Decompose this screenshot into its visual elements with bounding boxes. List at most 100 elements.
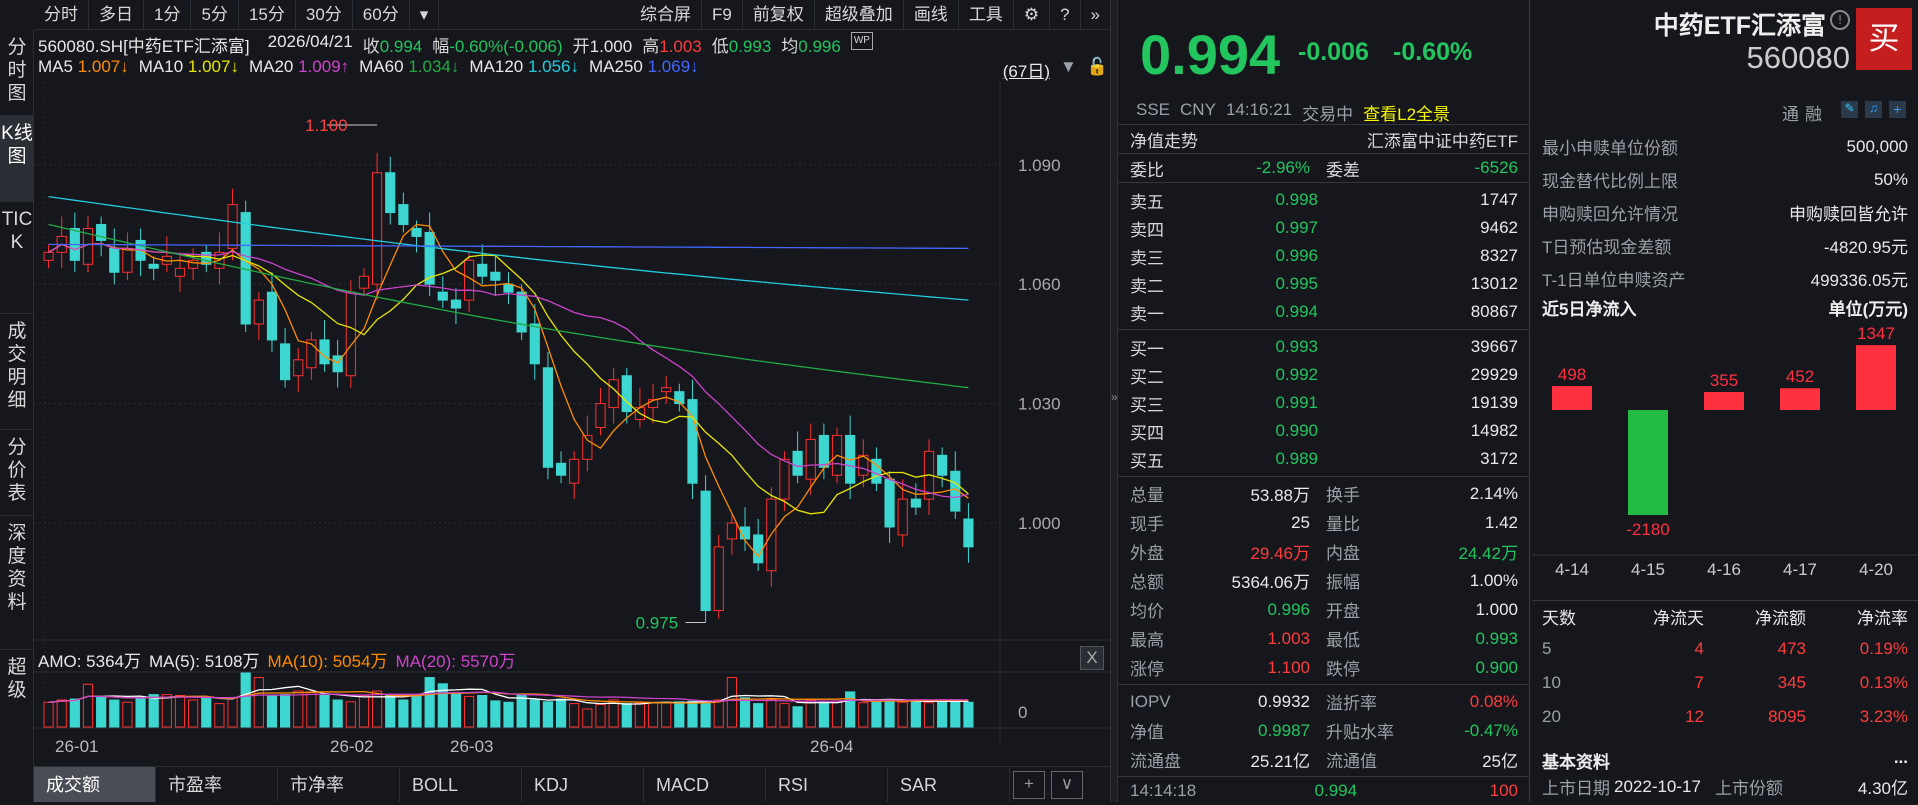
dropdown-icon[interactable]: ∨ [1051, 771, 1083, 799]
triangle-down-icon[interactable]: ▼ [1060, 57, 1077, 76]
tool-button[interactable]: 超级叠加 [815, 0, 904, 30]
inflow-value: -2180 [1626, 520, 1669, 539]
flow-header-cell: 净流天 [1653, 609, 1704, 628]
volume-bar [858, 702, 869, 728]
range-selector[interactable]: (67日) [1002, 62, 1050, 81]
left-tab-tick[interactable]: TICK [0, 202, 34, 314]
volume-bar [332, 699, 343, 728]
weibi-row: 委比 -2.96% 委差 -6526 [1118, 153, 1530, 182]
l2-link[interactable]: 查看L2全景 [1363, 105, 1451, 124]
left-tab-trades[interactable]: 成交明细 [0, 314, 34, 430]
bell-icon[interactable]: ♫ [1865, 101, 1882, 118]
inflow-date: 4-20 [1859, 560, 1893, 579]
flow-cell: 3.23% [1859, 707, 1908, 726]
ma-value: 1.056↓ [527, 57, 580, 76]
left-tab-timeshare[interactable]: 分时图 [0, 30, 34, 116]
stat-label: 总额 [1130, 573, 1164, 592]
period-tab[interactable]: 1分 [144, 0, 192, 30]
close-indicator-icon[interactable]: X [1080, 646, 1104, 670]
tool-button[interactable]: 工具 [959, 0, 1014, 30]
book-row[interactable]: 卖四 0.997 9462 [1118, 214, 1530, 242]
period-tab[interactable]: 分时 [34, 0, 89, 30]
period-tab[interactable]: 15分 [239, 0, 296, 30]
volume-bar [437, 683, 448, 728]
indicator-tab[interactable]: 市净率 [278, 767, 400, 802]
tool-button[interactable]: 画线 [904, 0, 959, 30]
left-tab-kline[interactable]: K线图 [0, 116, 34, 202]
help-icon[interactable]: ? [1050, 0, 1081, 30]
lock-icon[interactable]: 🔓 [1086, 57, 1108, 76]
candle-body [411, 227, 422, 237]
indicator-tab[interactable]: SAR [888, 767, 1010, 802]
indicator-tab[interactable]: RSI [766, 767, 888, 802]
indicator-tab[interactable]: MACD [644, 767, 766, 802]
add-indicator-icon[interactable]: + [1013, 771, 1045, 799]
period-tab[interactable]: 30分 [296, 0, 353, 30]
volume-bar [608, 699, 619, 728]
buy-button[interactable]: 买 [1856, 8, 1912, 70]
book-row[interactable]: 卖一 0.994 80867 [1118, 298, 1530, 326]
add-icon[interactable]: + [1889, 101, 1906, 118]
volume-bar [135, 697, 146, 728]
inflow-chart: 498 4-14 -2180 4-15 355 4-16 452 4-17 1347 4-20 [1532, 324, 1918, 579]
level-volume: 1747 [1480, 190, 1518, 209]
indicator-tab[interactable]: BOLL [400, 767, 522, 802]
candle-body [253, 299, 264, 325]
volume-bar [950, 700, 961, 728]
tool-button[interactable]: F9 [702, 0, 743, 30]
nav-row[interactable]: 净值走势 汇添富中证中药ETF [1118, 124, 1530, 153]
volume-bar [779, 703, 790, 728]
book-row[interactable]: 买五 0.989 3172 [1118, 445, 1530, 473]
level-volume: 13012 [1470, 274, 1518, 293]
panel-divider[interactable]: » [1110, 0, 1118, 802]
info-icon[interactable]: ! [1830, 10, 1850, 30]
candle-body [739, 526, 751, 540]
period-tab[interactable]: 60分 [353, 0, 410, 30]
volume-bar [463, 695, 475, 728]
book-row[interactable]: 买四 0.990 14982 [1118, 417, 1530, 445]
tool-button[interactable]: 前复权 [743, 0, 815, 30]
left-tab-super[interactable]: 超级 [7, 657, 27, 701]
stat-value: 0.9987 [1258, 720, 1310, 740]
inflow-date: 4-14 [1555, 560, 1589, 579]
gear-icon[interactable]: ⚙ [1014, 0, 1051, 30]
expand-icon[interactable]: » [1090, 4, 1100, 24]
level-volume: 39667 [1470, 337, 1518, 356]
level-price: 0.992 [1275, 365, 1318, 384]
book-row[interactable]: 卖三 0.996 8327 [1118, 242, 1530, 270]
indicator-tab[interactable]: 市盈率 [156, 767, 278, 802]
left-tab-depth[interactable]: 深度资料 [0, 516, 34, 650]
collapse-icon[interactable]: » [1111, 390, 1118, 404]
flow-cell: 7 [1694, 673, 1704, 692]
period-tab[interactable]: 多日 [89, 0, 144, 30]
book-row[interactable]: 卖五 0.998 1747 [1118, 186, 1530, 214]
edit-icon[interactable]: ✎ [1841, 101, 1858, 118]
indicator-tab[interactable]: KDJ [522, 767, 644, 802]
book-row[interactable]: 买三 0.991 19139 [1118, 389, 1530, 417]
volume-bar [910, 699, 921, 728]
tool-button[interactable]: 综合屏 [630, 0, 702, 30]
book-row[interactable]: 卖二 0.995 13012 [1118, 270, 1530, 298]
level-label: 卖五 [1130, 192, 1164, 212]
flow-cell: 5 [1542, 639, 1552, 658]
book-row[interactable]: 买一 0.993 39667 [1118, 333, 1530, 361]
volume-bar [897, 701, 908, 728]
etf-info-label: T-1日单位申赎资产 [1542, 271, 1686, 290]
period-tab[interactable]: 5分 [191, 0, 239, 30]
candle-body [201, 251, 212, 265]
book-row[interactable]: 买二 0.992 29929 [1118, 361, 1530, 389]
volume-bar [569, 703, 580, 728]
open-label: 开 [572, 37, 590, 56]
volume-bar [713, 699, 724, 728]
more-icon[interactable]: ... [1893, 748, 1908, 767]
period-more-icon[interactable]: ▾ [410, 0, 440, 30]
candle-body [608, 379, 619, 409]
indicator-tab[interactable]: 成交额 [34, 767, 156, 802]
left-tab-price-dist[interactable]: 分价表 [0, 430, 34, 516]
min-label: 0.975 [636, 614, 679, 633]
volume-bar [398, 699, 409, 728]
wp-icon[interactable]: WP [850, 32, 873, 50]
volume-bar [805, 699, 816, 728]
volume-bar [582, 708, 593, 728]
kline-chart[interactable]: 1.090 1.060 1.030 1.000 26-01 26-02 26-03 26-04… [0, 0, 1110, 802]
